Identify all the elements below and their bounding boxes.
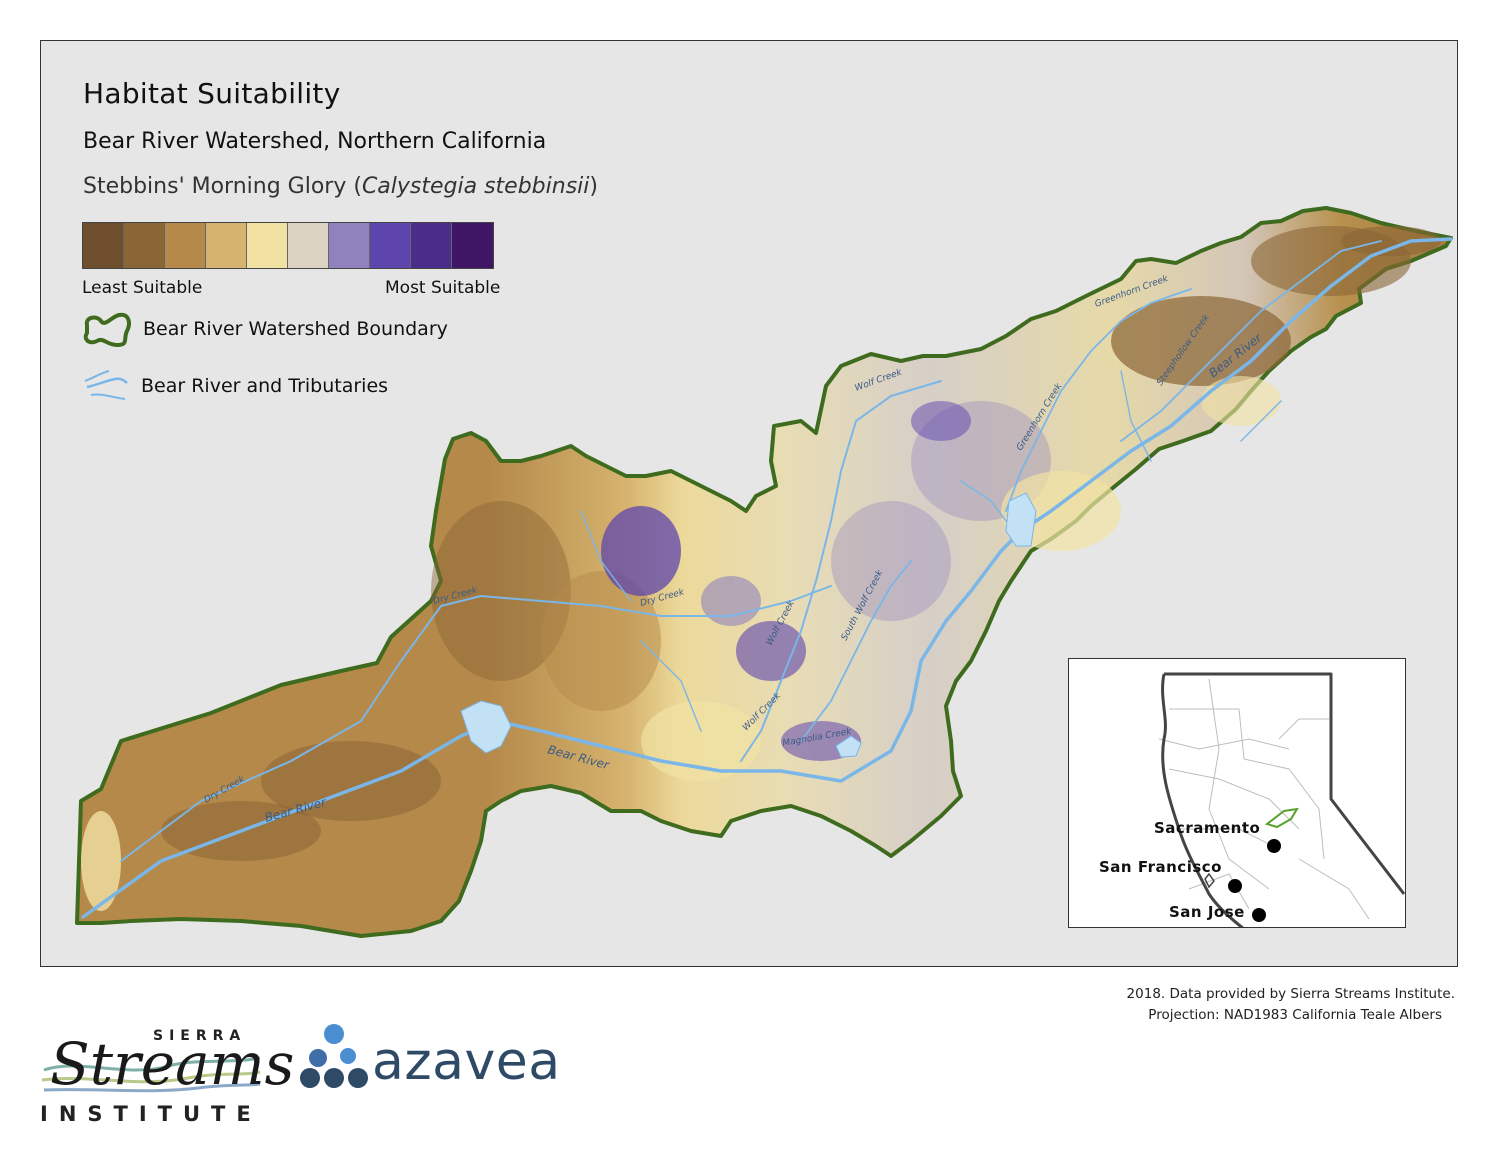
lake-combie [835,735,862,758]
river-legend-label: Bear River and Tributaries [141,375,389,397]
credit-data-source: 2018. Data provided by Sierra Streams In… [1126,986,1455,1002]
least-suitable-label: Least Suitable [82,278,203,298]
species-common: Stebbins' Morning Glory ( [83,174,362,199]
camp-far-west-reservoir [460,700,512,754]
city-san-francisco: San Francisco [1099,858,1222,876]
greenhorn-creek [1005,288,1192,512]
sierra-logo-main: Streams [50,1030,295,1098]
ramp-swatch-6 [288,223,329,268]
wolf-creek [740,380,942,762]
rollins-reservoir [1005,492,1037,547]
ramp-swatch-4 [206,223,247,268]
ramp-swatch-2 [124,223,165,268]
south-wolf-creek [800,560,912,742]
map-subtitle: Bear River Watershed, Northern Californi… [83,129,547,154]
steephollow-creek [1120,240,1382,442]
map-title: Habitat Suitability [83,77,341,110]
boundary-legend-label: Bear River Watershed Boundary [143,318,448,340]
watershed-map[interactable]: Bear River Bear River Bear River Dry Cre… [41,41,1458,967]
city-san-jose: San Jose [1169,903,1245,921]
watershed-area [75,206,1453,938]
ramp-swatch-7 [329,223,370,268]
azavea-logo-text: azavea [372,1032,561,1092]
bear-river [81,237,1453,919]
inset-california-outline [1158,672,1405,927]
ramp-swatch-1 [83,223,124,268]
boundary-legend-icon [83,312,131,347]
species-name: Stebbins' Morning Glory (Calystegia steb… [83,174,598,199]
ramp-swatch-10 [452,223,493,268]
most-suitable-label: Most Suitable [385,278,501,298]
ramp-swatch-8 [370,223,411,268]
azavea-logo-mark [300,1024,368,1088]
ramp-swatch-5 [247,223,288,268]
rivers [81,237,1453,919]
ramp-swatch-3 [165,223,206,268]
city-sacramento: Sacramento [1154,819,1261,837]
inset-locator-map: Sacramento San Francisco San Jose [1068,658,1406,928]
species-close: ) [589,174,598,199]
species-scientific: Calystegia stebbinsii [361,174,590,199]
river-legend-icon [84,370,128,400]
dry-creek [120,585,832,862]
sierra-logo-bottom: INSTITUTE [40,1102,262,1126]
credit-projection: Projection: NAD1983 California Teale Alb… [1148,1007,1442,1023]
sierra-logo-top: SIERRA [153,1028,247,1044]
ramp-swatch-9 [411,223,452,268]
map-frame: Bear River Bear River Bear River Dry Cre… [40,40,1458,967]
sierra-streams-logo: SIERRA Streams INSTITUTE [38,1018,294,1138]
suitability-color-ramp [82,222,494,269]
suitability-patches [81,226,1441,911]
